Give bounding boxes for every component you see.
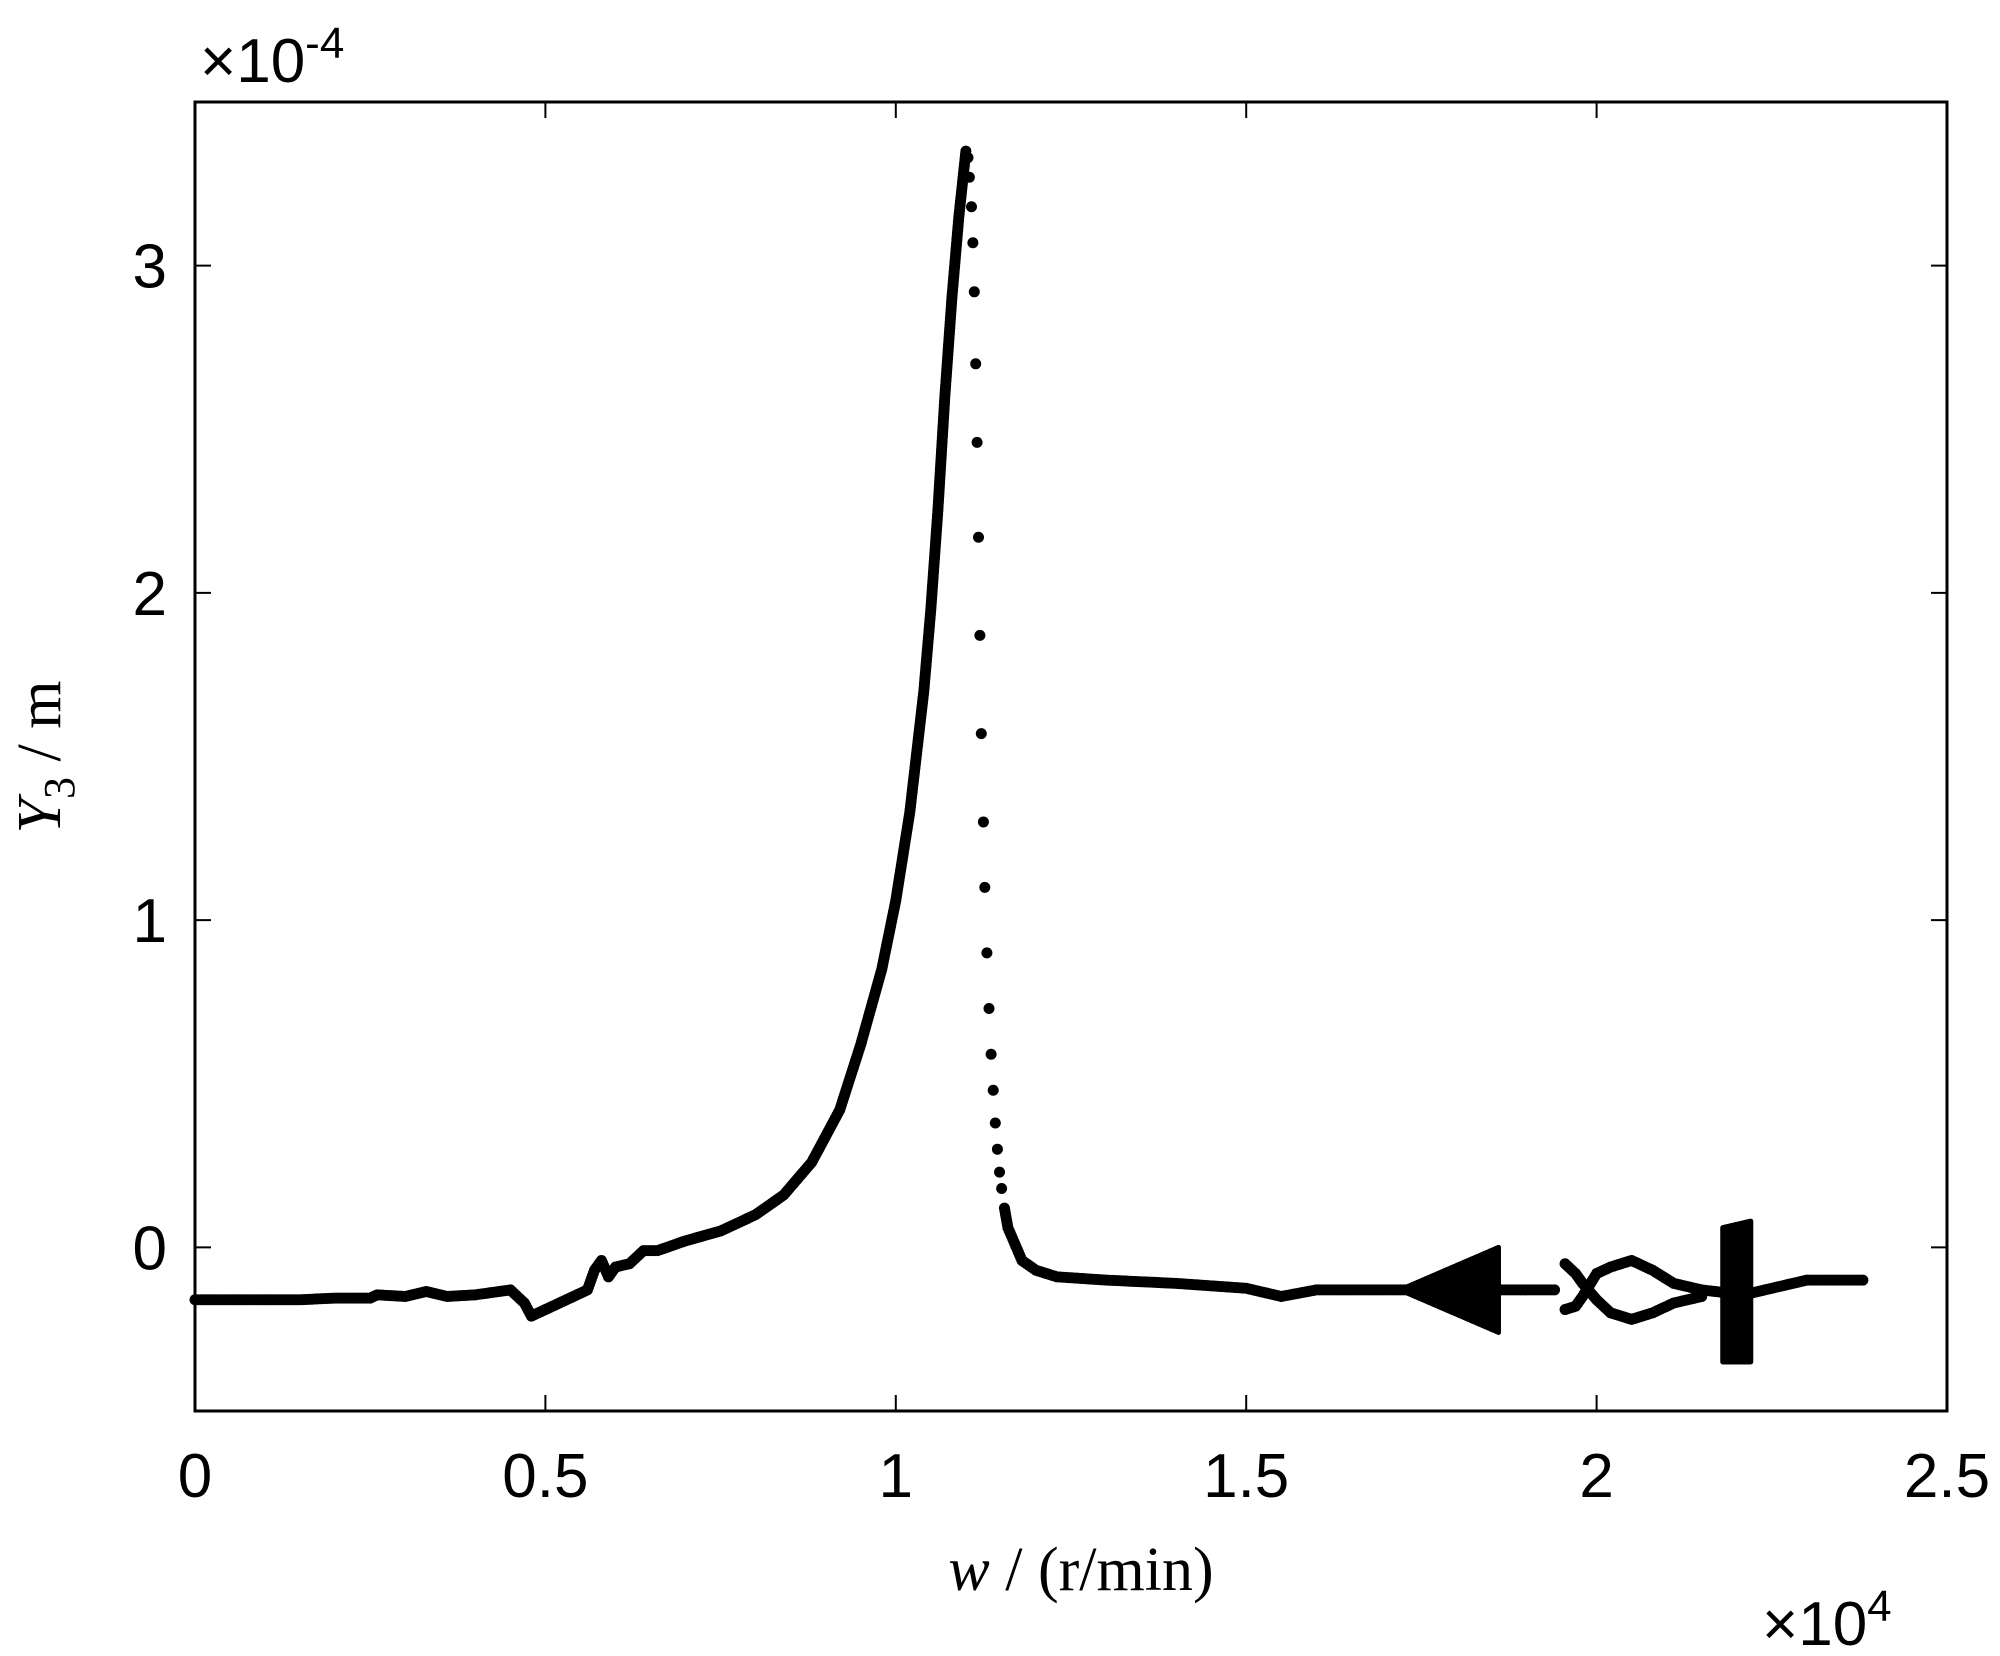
data-points bbox=[189, 145, 1869, 1365]
data-point bbox=[974, 629, 986, 641]
data-point bbox=[991, 1143, 1003, 1155]
data-point bbox=[981, 947, 993, 959]
x-axis-label: w / (r/min) bbox=[948, 1536, 1213, 1604]
y-tick-label: 2 bbox=[133, 560, 167, 629]
data-point bbox=[977, 816, 989, 828]
x-tick-label: 0 bbox=[178, 1442, 212, 1511]
data-point bbox=[1549, 1284, 1561, 1296]
x-multiplier: ×104 bbox=[1762, 1582, 1892, 1656]
data-point bbox=[983, 1002, 995, 1014]
data-point bbox=[979, 881, 991, 893]
data-point bbox=[971, 436, 983, 448]
data-point bbox=[968, 286, 980, 298]
x-tick-label: 2.5 bbox=[1904, 1442, 1990, 1511]
data-point bbox=[985, 1048, 997, 1060]
data-point bbox=[975, 728, 987, 740]
data-point bbox=[994, 1166, 1006, 1178]
y-tick-label: 1 bbox=[133, 887, 167, 956]
y-multiplier: ×10-4 bbox=[200, 19, 344, 96]
y-tick-label: 3 bbox=[133, 233, 167, 302]
data-point bbox=[972, 531, 984, 543]
data-point bbox=[1857, 1274, 1869, 1286]
axis-ticks bbox=[194, 102, 1948, 1411]
plot-area bbox=[193, 100, 1949, 1413]
y-tick-label: 0 bbox=[133, 1214, 167, 1283]
x-tick-label: 0.5 bbox=[502, 1442, 588, 1511]
data-point bbox=[989, 1117, 1001, 1129]
x-tick-label: 1 bbox=[879, 1442, 913, 1511]
y-axis-label: Y3 / m bbox=[6, 681, 84, 834]
axis-tick-labels: 0 0.5 1 1.5 2 2.5 0 1 2 3 bbox=[133, 233, 1991, 1511]
x-tick-label: 2 bbox=[1579, 1442, 1613, 1511]
data-point bbox=[970, 358, 982, 370]
data-point bbox=[1696, 1290, 1708, 1302]
data-point bbox=[963, 171, 975, 183]
data-point bbox=[996, 1182, 1008, 1194]
data-point bbox=[987, 1084, 999, 1096]
data-point bbox=[967, 237, 979, 249]
data-point bbox=[962, 152, 974, 164]
x-tick-label: 1.5 bbox=[1203, 1442, 1289, 1511]
data-point bbox=[965, 201, 977, 213]
